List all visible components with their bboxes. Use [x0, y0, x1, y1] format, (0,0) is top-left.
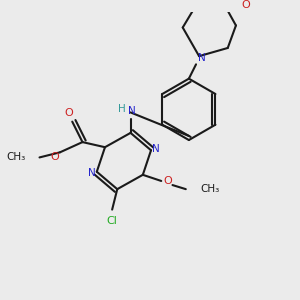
Text: O: O [163, 176, 172, 186]
Text: O: O [242, 0, 250, 10]
Text: N: N [128, 106, 136, 116]
Text: CH₃: CH₃ [200, 184, 219, 194]
Text: H: H [118, 104, 126, 114]
Text: O: O [65, 108, 74, 118]
Text: N: N [198, 53, 206, 63]
Text: Cl: Cl [107, 216, 118, 226]
Text: O: O [50, 152, 59, 162]
Text: N: N [88, 168, 96, 178]
Text: N: N [152, 144, 160, 154]
Text: CH₃: CH₃ [6, 152, 25, 162]
